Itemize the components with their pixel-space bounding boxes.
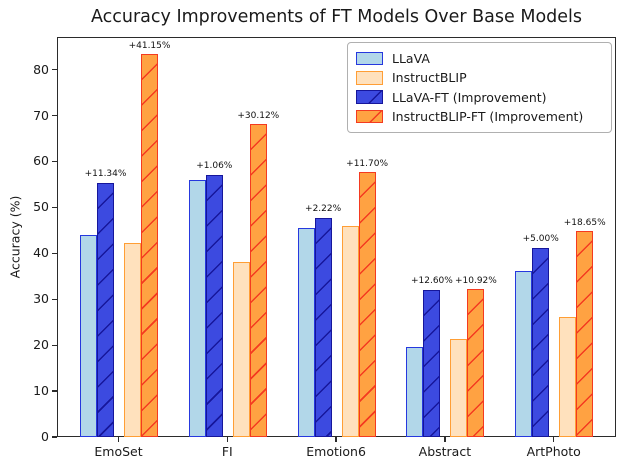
y-tick-mark xyxy=(52,298,57,300)
bar-llava-ft-improvement-fi xyxy=(205,174,223,437)
improvement-label: +2.22% xyxy=(305,204,342,215)
improvement-label: +11.34% xyxy=(84,169,127,180)
bar-llava-fi xyxy=(188,179,206,437)
bar-llava-ft-improvement-emotion6 xyxy=(314,217,332,437)
improvement-label: +11.70% xyxy=(346,158,389,169)
y-tick-mark xyxy=(52,436,57,438)
y-tick-mark xyxy=(52,252,57,254)
y-tick-label: 0 xyxy=(41,429,49,444)
improvement-label: +1.06% xyxy=(196,161,233,172)
bar-instructblip-ft-improvement-emotion6 xyxy=(358,172,376,437)
y-tick-label: 40 xyxy=(33,245,49,261)
y-tick-label: 60 xyxy=(33,153,49,169)
legend-label: InstructBLIP xyxy=(392,70,467,86)
legend-label: InstructBLIP-FT (Improvement) xyxy=(392,108,584,124)
y-tick-mark xyxy=(52,344,57,346)
legend-item-instructblip-ft-improvement: InstructBLIP-FT (Improvement) xyxy=(356,107,603,126)
improvement-label: +41.15% xyxy=(128,40,171,51)
bar-instructblip-ft-improvement-emoset xyxy=(141,54,158,437)
x-tick-label-artphoto: ArtPhoto xyxy=(526,444,581,459)
x-tick-mark xyxy=(335,437,337,442)
bar-llava-emoset xyxy=(80,234,97,437)
x-tick-mark xyxy=(117,437,120,442)
legend-item-llava: LLaVA xyxy=(356,49,603,68)
y-tick-label: 10 xyxy=(33,383,49,399)
bar-instructblip-abstract xyxy=(450,339,468,437)
bar-llava-abstract xyxy=(406,347,424,437)
improvement-label: +10.92% xyxy=(454,275,497,286)
bar-instructblip-ft-improvement-artphoto xyxy=(576,231,594,437)
x-tick-label-abstract: Abstract xyxy=(418,444,472,459)
bar-instructblip-emotion6 xyxy=(341,225,359,437)
x-tick-mark xyxy=(226,437,228,442)
legend-item-instructblip: InstructBLIP xyxy=(356,68,603,87)
legend-item-llava-ft-improvement: LLaVA-FT (Improvement) xyxy=(356,88,603,107)
legend-swatch-llava-ft-improvement xyxy=(356,90,383,104)
legend-swatch-instructblip-ft-improvement xyxy=(356,109,383,124)
y-tick-mark xyxy=(52,114,57,117)
y-tick-label: 80 xyxy=(33,61,49,77)
x-tick-label-emotion6: Emotion6 xyxy=(306,444,366,459)
y-tick-label: 30 xyxy=(33,291,49,307)
bar-instructblip-ft-improvement-fi xyxy=(249,124,267,437)
y-tick-label: 70 xyxy=(33,107,49,123)
bar-instructblip-ft-improvement-abstract xyxy=(467,289,485,437)
bar-llava-ft-improvement-emoset xyxy=(97,182,114,437)
improvement-label: +30.12% xyxy=(237,110,280,121)
chart-title: Accuracy Improvements of FT Models Over … xyxy=(90,7,583,27)
y-tick-mark xyxy=(52,68,57,71)
bar-instructblip-artphoto xyxy=(559,316,577,437)
legend: LLaVA InstructBLIP LLaVA-FT (Improvement) I… xyxy=(347,42,612,133)
legend-swatch-llava xyxy=(356,51,383,66)
y-tick-label: 20 xyxy=(33,337,49,353)
bar-llava-ft-improvement-abstract xyxy=(423,289,441,437)
legend-swatch-instructblip xyxy=(356,71,383,85)
bar-llava-emotion6 xyxy=(297,228,315,437)
x-tick-mark xyxy=(444,437,446,442)
y-tick-mark xyxy=(52,206,57,209)
y-tick-mark xyxy=(52,390,57,392)
improvement-label: +18.65% xyxy=(563,217,606,228)
bar-instructblip-emoset xyxy=(124,243,141,437)
x-tick-label-emoset: EmoSet xyxy=(94,444,143,459)
bar-instructblip-fi xyxy=(232,262,250,437)
improvement-label: +12.60% xyxy=(410,276,453,287)
plot-area: LLaVA InstructBLIP LLaVA-FT (Improvement) I… xyxy=(33,37,616,459)
legend-label: LLaVA-FT (Improvement) xyxy=(392,89,547,105)
x-tick-mark xyxy=(553,437,555,442)
bar-llava-ft-improvement-artphoto xyxy=(532,247,550,437)
improvement-label: +5.00% xyxy=(522,234,559,245)
legend-label: LLaVA xyxy=(392,51,430,67)
y-tick-label: 50 xyxy=(33,199,49,215)
x-tick-label-fi: FI xyxy=(221,444,233,459)
bar-llava-artphoto xyxy=(515,270,533,437)
y-tick-mark xyxy=(52,160,57,163)
